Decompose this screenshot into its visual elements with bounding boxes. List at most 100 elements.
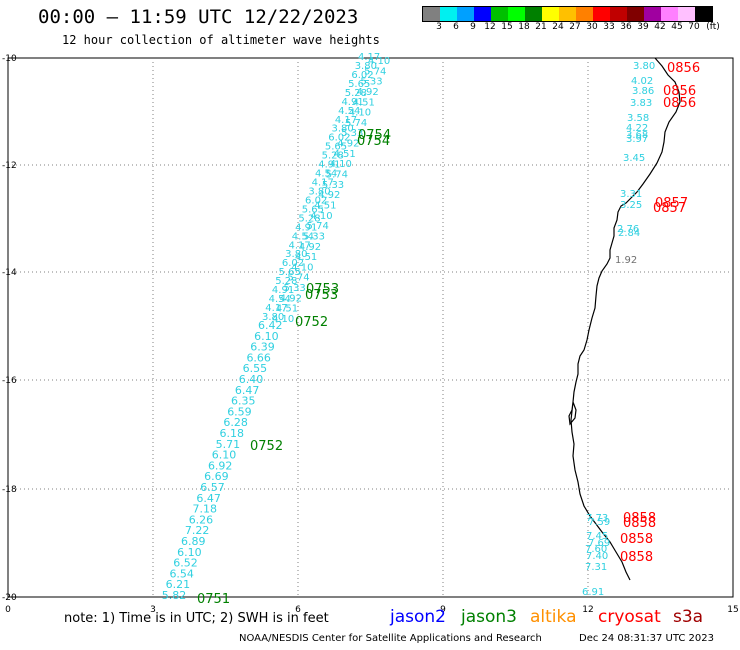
west-track-value: 6.35 bbox=[231, 395, 256, 408]
grid-lines bbox=[8, 58, 733, 597]
legend-label: 3 bbox=[436, 22, 442, 32]
track-cluster-label: 4.10 bbox=[330, 159, 352, 170]
west-track-value: 6.92 bbox=[208, 459, 233, 472]
track-cluster-label: 4.10 bbox=[310, 211, 332, 222]
legend-label: 33 bbox=[603, 22, 615, 32]
cryosat-pass-time: 0858 bbox=[623, 516, 656, 531]
track-cluster-label: 5.28 bbox=[298, 213, 320, 224]
legend-swatch bbox=[678, 7, 695, 21]
track-cluster-label: 5.28 bbox=[345, 88, 367, 99]
east-track-value: 7.45 bbox=[586, 531, 608, 542]
footnote: note: 1) Time is in UTC; 2) SWH is in fe… bbox=[64, 611, 329, 626]
track-cluster-label: 4.17 bbox=[358, 52, 380, 63]
y-tick-label: -16 bbox=[2, 376, 17, 386]
east-track-value: 3.97 bbox=[626, 134, 648, 145]
legend-label: 42 bbox=[654, 22, 666, 32]
legend-swatch bbox=[474, 7, 491, 21]
page-title: 00:00 – 11:59 UTC 12/22/2023 bbox=[38, 6, 359, 28]
page-subtitle: 12 hour collection of altimeter wave hei… bbox=[62, 33, 380, 47]
track-cluster-label: 6.02 bbox=[282, 258, 304, 269]
y-tick-label: -18 bbox=[2, 485, 17, 495]
track-cluster-label: 5.33 bbox=[360, 77, 382, 88]
color-legend bbox=[422, 6, 713, 22]
west-track-value: 7.18 bbox=[193, 503, 218, 516]
legend-label: 18 bbox=[518, 22, 530, 32]
x-tick-label: 15 bbox=[727, 605, 738, 615]
east-track-value: 4.22 bbox=[626, 123, 648, 134]
east-track-value: 4.02 bbox=[631, 76, 653, 87]
y-tick-label: -12 bbox=[2, 161, 17, 171]
satellite-jason2: jason2 bbox=[390, 607, 446, 627]
legend-label: 70 bbox=[688, 22, 700, 32]
plot-frame bbox=[7, 57, 734, 598]
track-cluster-label: 4.10 bbox=[272, 314, 294, 325]
track-cluster-label: 4.17 bbox=[335, 115, 357, 126]
jason3-pass-time: 0752 bbox=[295, 315, 328, 330]
east-track-value: 3.80 bbox=[633, 61, 655, 72]
legend-swatch bbox=[661, 7, 678, 21]
cryosat-pass-time: 0857 bbox=[653, 201, 686, 216]
track-cluster-label: 4.51 bbox=[333, 149, 355, 160]
track-cluster-label: 4.91 bbox=[341, 97, 363, 108]
legend-swatch bbox=[508, 7, 525, 21]
track-cluster-label: 4.91 bbox=[295, 222, 317, 233]
track-cluster-label: 4.17 bbox=[312, 178, 334, 189]
legend-label: 45 bbox=[671, 22, 683, 32]
cryosat-pass-time: 0857 bbox=[655, 196, 688, 211]
legend-swatch bbox=[644, 7, 661, 21]
x-tick-label: 3 bbox=[150, 605, 156, 615]
track-cluster-label: 5.65 bbox=[302, 204, 324, 215]
east-track-value: 7.60 bbox=[585, 544, 607, 555]
track-cluster-label: 5.65 bbox=[348, 79, 370, 90]
legend-swatch bbox=[542, 7, 559, 21]
west-track-value: 6.47 bbox=[196, 492, 221, 505]
track-cluster-label: 6.02 bbox=[305, 195, 327, 206]
legend-swatch bbox=[423, 7, 440, 21]
axis-ticks: 0 3 6 9 12 15 -10 -12 -14 -16 -18 -20 bbox=[2, 54, 739, 615]
west-track-value: 5.71 bbox=[216, 438, 241, 451]
track-cluster-label: 4.92 bbox=[299, 242, 321, 253]
legend-label: 27 bbox=[569, 22, 581, 32]
generated-timestamp: Dec 24 08:31:37 UTC 2023 bbox=[579, 633, 714, 644]
west-track-value: 6.40 bbox=[239, 373, 264, 386]
track-cluster-label: 4.10 bbox=[291, 262, 313, 273]
west-track-value: 6.47 bbox=[235, 384, 260, 397]
cryosat-pass-time: 0856 bbox=[667, 61, 700, 76]
track-cluster-label: 5.65 bbox=[325, 142, 347, 153]
y-tick-label: -14 bbox=[2, 268, 17, 278]
west-track-value: 6.89 bbox=[181, 535, 206, 548]
color-legend-labels: 3 6 9 12 15 18 21 24 27 30 33 36 39 42 45 70 (ft) bbox=[422, 22, 740, 34]
track-cluster-label: 5.33 bbox=[284, 283, 306, 294]
east-track-value: 3.83 bbox=[630, 98, 652, 109]
east-track-value: 7.73 bbox=[586, 513, 608, 524]
track-cluster-label: 5.74 bbox=[307, 221, 329, 232]
track-cluster-label: 3.80 bbox=[308, 186, 330, 197]
track-cluster-label: 4.91 bbox=[318, 160, 340, 171]
cryosat-pass-time: 0858 bbox=[620, 532, 653, 547]
legend-swatch bbox=[525, 7, 542, 21]
east-track-value: 3.86 bbox=[632, 86, 654, 97]
cryosat-pass-time: 0856 bbox=[663, 96, 696, 111]
y-tick-label: -10 bbox=[2, 54, 17, 64]
west-track-value: 6.10 bbox=[212, 449, 237, 462]
satellite-jason3: jason3 bbox=[461, 607, 517, 627]
track-cluster-label: 4.10 bbox=[368, 56, 390, 67]
east-track-value: 7.40 bbox=[586, 551, 608, 562]
track-cluster-label: 4.51 bbox=[295, 252, 317, 263]
track-cluster-label: 5.74 bbox=[287, 273, 309, 284]
legend-label: 6 bbox=[453, 22, 459, 32]
track-cluster-label: 4.92 bbox=[318, 190, 340, 201]
legend-label: (ft) bbox=[706, 22, 720, 32]
track-cluster-label: 5.74 bbox=[326, 170, 348, 181]
ground-track-lines: 3.804.174.544.915.285.656.023.804.174.54… bbox=[262, 52, 390, 325]
track-cluster-label: 4.51 bbox=[314, 200, 336, 211]
legend-swatch bbox=[457, 7, 474, 21]
legend-label: 15 bbox=[501, 22, 513, 32]
satellite-altika: altika bbox=[530, 607, 577, 627]
track-cluster-label: 3.80 bbox=[332, 124, 354, 135]
legend-swatch bbox=[491, 7, 508, 21]
coastline bbox=[568, 57, 681, 581]
satellite-s3a: s3a bbox=[673, 607, 704, 627]
track-cluster-label: 5.74 bbox=[345, 118, 367, 129]
